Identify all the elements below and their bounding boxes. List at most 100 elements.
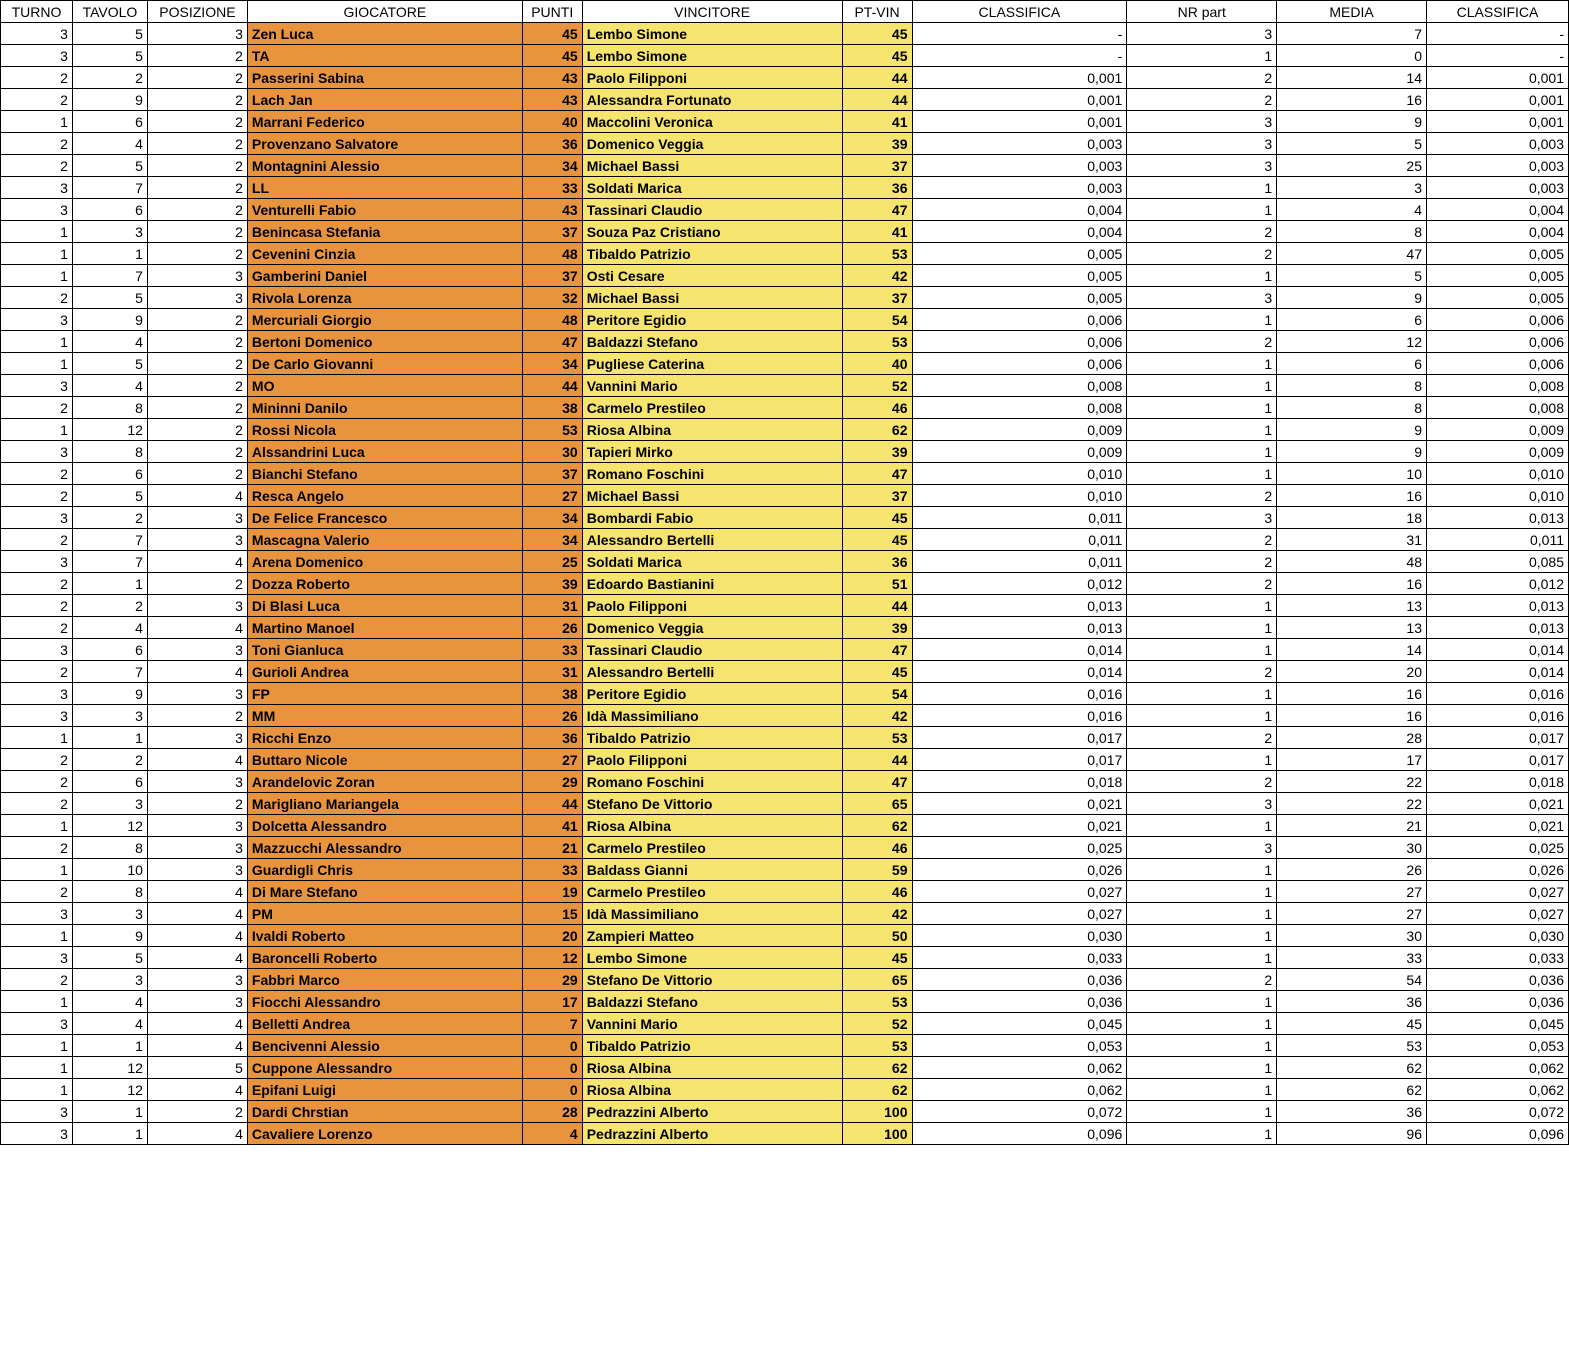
cell-punti: 33 [522,639,582,661]
cell-media: 3 [1277,177,1427,199]
cell-turno: 1 [1,1057,73,1079]
cell-giocatore: Lach Jan [247,89,522,111]
cell-vincitore: Tibaldo Patrizio [582,1035,842,1057]
table-row: 392Mercuriali Giorgio48Peritore Egidio54… [1,309,1569,331]
cell-classifica2: 0,012 [1426,573,1568,595]
cell-media: 9 [1277,441,1427,463]
cell-vincitore: Michael Bassi [582,485,842,507]
cell-ptvin: 45 [842,45,912,67]
cell-classifica: 0,012 [912,573,1127,595]
cell-vincitore: Paolo Filipponi [582,67,842,89]
cell-classifica2: 0,062 [1426,1079,1568,1101]
cell-tavolo: 6 [72,463,147,485]
col-header-punti: PUNTI [522,1,582,23]
cell-tavolo: 2 [72,595,147,617]
cell-nrpart: 1 [1127,419,1277,441]
cell-punti: 45 [522,23,582,45]
cell-giocatore: Arena Domenico [247,551,522,573]
cell-posizione: 2 [147,419,247,441]
cell-giocatore: Arandelovic Zoran [247,771,522,793]
cell-tavolo: 4 [72,375,147,397]
cell-giocatore: Fiocchi Alessandro [247,991,522,1013]
cell-ptvin: 37 [842,155,912,177]
cell-vincitore: Souza Paz Cristiano [582,221,842,243]
cell-nrpart: 1 [1127,441,1277,463]
cell-posizione: 4 [147,925,247,947]
cell-vincitore: Edoardo Bastianini [582,573,842,595]
cell-posizione: 4 [147,749,247,771]
cell-punti: 25 [522,551,582,573]
cell-ptvin: 53 [842,331,912,353]
table-row: 162Marrani Federico40Maccolini Veronica4… [1,111,1569,133]
cell-giocatore: Mascagna Valerio [247,529,522,551]
cell-turno: 2 [1,617,73,639]
cell-ptvin: 40 [842,353,912,375]
cell-classifica2: 0,036 [1426,969,1568,991]
table-row: 312Dardi Chrstian28Pedrazzini Alberto100… [1,1101,1569,1123]
cell-ptvin: 37 [842,485,912,507]
table-row: 244Martino Manoel26Domenico Veggia390,01… [1,617,1569,639]
cell-tavolo: 2 [72,507,147,529]
cell-nrpart: 3 [1127,507,1277,529]
cell-posizione: 3 [147,265,247,287]
cell-classifica: 0,003 [912,177,1127,199]
cell-nrpart: 1 [1127,617,1277,639]
cell-classifica2: 0,001 [1426,111,1568,133]
cell-giocatore: Rossi Nicola [247,419,522,441]
cell-posizione: 2 [147,221,247,243]
cell-media: 20 [1277,661,1427,683]
cell-classifica: 0,072 [912,1101,1127,1123]
cell-posizione: 2 [147,705,247,727]
cell-punti: 44 [522,375,582,397]
cell-media: 28 [1277,727,1427,749]
cell-vincitore: Baldazzi Stefano [582,331,842,353]
table-row: 274Gurioli Andrea31Alessandro Bertelli45… [1,661,1569,683]
cell-turno: 1 [1,111,73,133]
table-row: 363Toni Gianluca33Tassinari Claudio470,0… [1,639,1569,661]
cell-punti: 45 [522,45,582,67]
cell-classifica2: 0,011 [1426,529,1568,551]
cell-media: 54 [1277,969,1427,991]
cell-vincitore: Idà Massimiliano [582,705,842,727]
cell-classifica2: 0,017 [1426,749,1568,771]
cell-ptvin: 47 [842,771,912,793]
table-row: 282Mininni Danilo38Carmelo Prestileo460,… [1,397,1569,419]
cell-vincitore: Vannini Mario [582,1013,842,1035]
table-row: 273Mascagna Valerio34Alessandro Bertelli… [1,529,1569,551]
cell-posizione: 3 [147,771,247,793]
cell-ptvin: 45 [842,661,912,683]
cell-posizione: 4 [147,1079,247,1101]
cell-nrpart: 1 [1127,199,1277,221]
cell-punti: 43 [522,67,582,89]
cell-tavolo: 2 [72,67,147,89]
cell-turno: 3 [1,199,73,221]
cell-nrpart: 2 [1127,969,1277,991]
cell-nrpart: 1 [1127,265,1277,287]
cell-giocatore: Cuppone Alessandro [247,1057,522,1079]
cell-media: 30 [1277,925,1427,947]
cell-punti: 43 [522,89,582,111]
cell-turno: 3 [1,1013,73,1035]
cell-posizione: 2 [147,199,247,221]
cell-tavolo: 6 [72,111,147,133]
cell-posizione: 2 [147,111,247,133]
cell-ptvin: 51 [842,573,912,595]
col-header-vincitore: VINCITORE [582,1,842,23]
cell-classifica2: 0,008 [1426,375,1568,397]
cell-posizione: 3 [147,991,247,1013]
cell-media: 9 [1277,111,1427,133]
cell-turno: 2 [1,529,73,551]
cell-vincitore: Osti Cesare [582,265,842,287]
cell-classifica: 0,006 [912,331,1127,353]
table-row: 242Provenzano Salvatore36Domenico Veggia… [1,133,1569,155]
cell-punti: 34 [522,529,582,551]
cell-punti: 36 [522,727,582,749]
cell-punti: 15 [522,903,582,925]
cell-ptvin: 39 [842,441,912,463]
cell-vincitore: Bombardi Fabio [582,507,842,529]
cell-media: 16 [1277,705,1427,727]
cell-punti: 48 [522,309,582,331]
table-row: 173Gamberini Daniel37Osti Cesare420,0051… [1,265,1569,287]
cell-vincitore: Alessandro Bertelli [582,529,842,551]
cell-turno: 2 [1,397,73,419]
